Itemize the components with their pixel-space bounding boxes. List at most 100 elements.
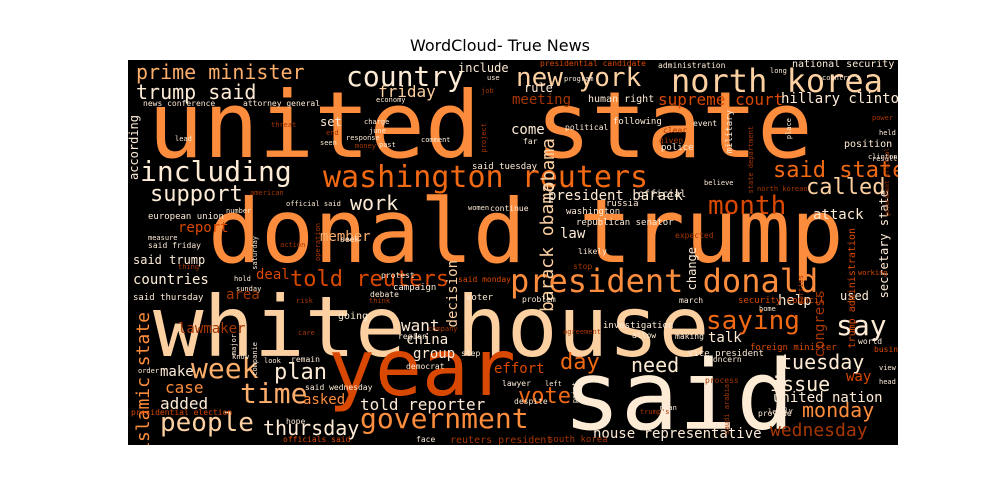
word-cloud-term: lawmaker: [178, 321, 246, 337]
word-cloud-term: government official: [884, 148, 891, 217]
word-cloud-term: year: [328, 324, 516, 414]
word-cloud-term: power: [872, 114, 894, 122]
word-cloud-term: come: [511, 122, 545, 138]
word-cloud-term: house representative: [593, 426, 762, 442]
word-cloud-term: hope: [286, 417, 306, 426]
word-cloud-term: added: [160, 394, 209, 413]
word-cloud-term: new york: [516, 63, 642, 93]
word-cloud-term: support: [150, 182, 243, 207]
word-cloud-term: believe: [704, 179, 734, 187]
word-cloud-term: set: [320, 115, 342, 129]
word-cloud-term: major: [230, 334, 238, 356]
word-cloud-term: decision: [445, 260, 461, 328]
word-cloud-term: money: [355, 142, 377, 150]
word-cloud-term: make: [160, 364, 194, 380]
word-cloud-term: told reporter: [360, 395, 486, 414]
word-cloud-term: saturday: [251, 236, 259, 270]
word-cloud-term: event: [693, 119, 718, 128]
word-cloud-term: home: [759, 305, 776, 313]
word-cloud-term: said wednesday: [305, 383, 373, 392]
word-cloud-term: given: [659, 136, 684, 145]
word-cloud-term: led: [768, 408, 781, 416]
word-cloud-term: voter: [466, 293, 494, 303]
word-cloud-term: include: [458, 61, 509, 75]
word-cloud-term: saudi arabia: [723, 384, 731, 435]
word-cloud-term: talk: [708, 330, 742, 346]
word-cloud-term: economy: [376, 96, 406, 104]
word-cloud-term: administration: [658, 61, 726, 70]
word-cloud-term: thursday: [263, 416, 360, 440]
word-cloud-term: march: [679, 296, 704, 305]
word-cloud-term: charge: [364, 118, 390, 126]
word-cloud-term: threat: [271, 121, 297, 129]
word-cloud-term: month: [708, 191, 787, 221]
word-cloud-term: job: [481, 87, 494, 95]
word-cloud-term: said friday: [148, 241, 201, 250]
word-cloud-term: human right: [588, 94, 655, 105]
word-cloud-term: want: [401, 316, 440, 335]
word-cloud-term: allow: [632, 331, 657, 340]
word-cloud-term: operation: [314, 223, 322, 261]
word-cloud-term: risk: [296, 297, 313, 305]
chart-title: WordCloud- True News: [410, 36, 590, 55]
word-cloud-term: say: [836, 309, 887, 342]
word-cloud-term: stop: [573, 262, 593, 271]
word-cloud-term: working: [858, 269, 888, 277]
word-cloud-term: according: [128, 115, 141, 181]
word-cloud-term: debate: [370, 290, 399, 299]
word-cloud-term: reuters president: [450, 435, 553, 446]
word-cloud-term: south korea: [548, 435, 608, 445]
word-cloud-term: asked: [303, 392, 346, 408]
word-cloud-term: step: [461, 349, 481, 358]
word-cloud-term: issue: [770, 372, 831, 396]
word-cloud-term: military: [725, 110, 735, 154]
word-cloud-term: day: [560, 350, 600, 375]
word-cloud-term: presidential candidate: [540, 60, 646, 68]
word-cloud-term: saying: [706, 306, 800, 336]
word-cloud-term: going: [338, 311, 369, 322]
word-cloud-term: monday: [802, 398, 875, 422]
word-cloud-term: hillary clinton: [781, 91, 898, 107]
word-cloud-term: making: [675, 332, 704, 341]
word-cloud-term: following: [613, 117, 662, 127]
word-cloud-term: united nation: [773, 390, 883, 406]
word-cloud-term: problem: [522, 295, 556, 304]
word-cloud-term: said thursday: [133, 293, 204, 303]
word-cloud-term: police: [661, 143, 694, 153]
word-cloud-term: order: [138, 367, 160, 375]
word-cloud-term: way: [846, 369, 872, 385]
word-cloud-term: world: [858, 337, 883, 346]
word-cloud-term: june: [369, 127, 386, 135]
word-cloud-term: friday: [378, 82, 436, 101]
word-cloud-term: program: [564, 75, 594, 83]
word-cloud-term: state department: [747, 126, 755, 194]
word-cloud-term: including: [140, 155, 292, 188]
word-cloud-term: position: [844, 139, 893, 150]
word-cloud-term: islamic state: [133, 312, 154, 445]
word-cloud-term: likely: [578, 247, 607, 256]
word-cloud-term: process: [705, 376, 739, 385]
word-cloud-term: parties: [797, 275, 805, 305]
word-cloud-term: far: [523, 137, 538, 146]
word-cloud-term: american: [250, 189, 284, 197]
word-cloud-term: member: [320, 229, 371, 245]
word-cloud-term: north korean: [757, 185, 808, 193]
word-cloud-term: president donald: [510, 262, 819, 300]
word-cloud-term: past: [379, 141, 396, 149]
word-cloud-term: tuesday: [780, 350, 865, 374]
word-cloud-term: campaign: [393, 283, 437, 293]
word-cloud-term: protest: [381, 271, 415, 280]
word-cloud-term: presidential election: [131, 408, 233, 417]
word-cloud-term: use: [487, 74, 500, 82]
word-cloud-term: know: [232, 353, 249, 361]
word-cloud-term: lead: [175, 135, 192, 143]
word-cloud-term: countries: [133, 272, 209, 288]
word-cloud-term: called: [806, 175, 886, 200]
word-cloud-term: government: [360, 402, 529, 435]
word-cloud-term: people: [160, 408, 254, 438]
word-cloud-term: official: [638, 189, 687, 200]
word-cloud-term: effort: [494, 361, 545, 377]
word-cloud-term: agreement: [563, 328, 601, 336]
word-cloud-term: donald trump: [208, 180, 844, 283]
word-cloud-term: need: [631, 353, 680, 377]
